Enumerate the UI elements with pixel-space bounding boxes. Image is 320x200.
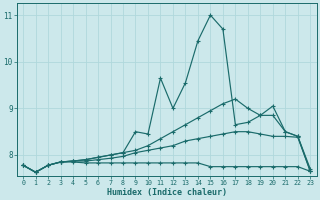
X-axis label: Humidex (Indice chaleur): Humidex (Indice chaleur)	[107, 188, 227, 197]
